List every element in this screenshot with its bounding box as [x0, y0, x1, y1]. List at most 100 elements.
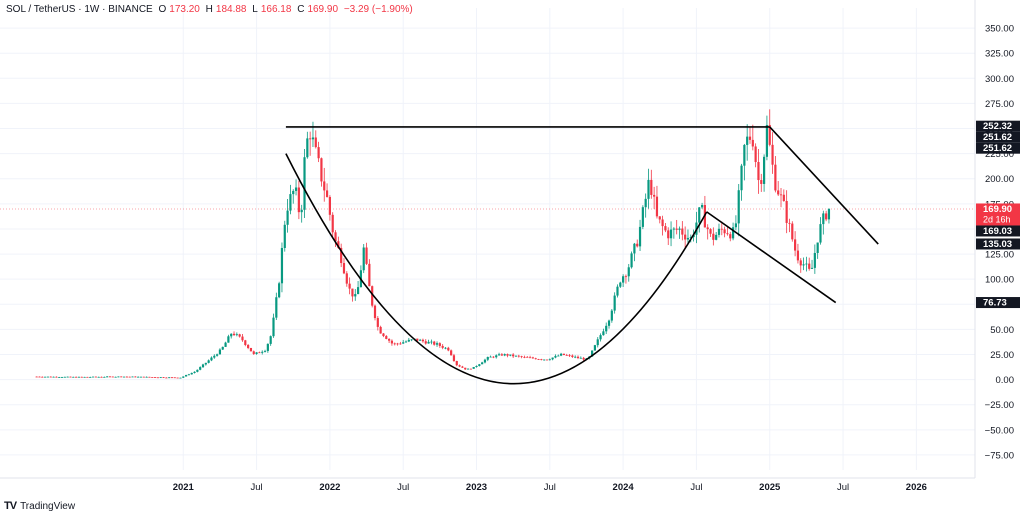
- candle-body: [531, 357, 534, 359]
- price-label-text: 135.03: [983, 239, 1012, 250]
- candle-body: [204, 362, 207, 365]
- candle-body: [497, 354, 501, 356]
- y-tick-label: 125.00: [985, 250, 1014, 261]
- candle-body: [300, 209, 303, 213]
- candle-body: [224, 342, 227, 347]
- candle-body: [75, 376, 78, 378]
- candle-body: [323, 181, 326, 191]
- price-label-text: 251.62: [983, 132, 1012, 143]
- candle-body: [199, 367, 202, 370]
- candle-body: [128, 376, 131, 378]
- price-label-box: [976, 297, 1020, 309]
- candle-body: [481, 362, 484, 365]
- candle-body: [41, 376, 44, 378]
- candle-body: [672, 228, 675, 230]
- candle-body: [368, 263, 371, 287]
- candle-body: [633, 243, 636, 254]
- change-value: −3.29 (−1.90%): [343, 4, 413, 15]
- candle-body: [520, 356, 523, 358]
- candle-body: [658, 216, 661, 220]
- candle-body: [771, 144, 774, 165]
- candle-body: [390, 340, 394, 344]
- candle-body: [252, 351, 255, 354]
- candle-body: [255, 352, 258, 354]
- candle-body: [348, 283, 351, 289]
- candle-body: [438, 343, 441, 346]
- candle-body: [528, 357, 532, 359]
- candle-body: [709, 229, 712, 234]
- candle-body: [686, 237, 690, 240]
- candle-body: [435, 343, 439, 345]
- candle-body: [568, 355, 571, 357]
- candle-body: [627, 267, 630, 277]
- price-label-box: [976, 131, 1020, 143]
- candle-body: [404, 341, 408, 343]
- candle-body: [579, 357, 582, 359]
- candle-body: [599, 335, 602, 340]
- tradingview-branding[interactable]: TV TradingView: [4, 500, 75, 512]
- candle-body: [554, 355, 557, 358]
- price-label-box: [976, 225, 1020, 237]
- candle-body: [207, 360, 210, 363]
- candle-body: [751, 139, 754, 147]
- candle-body: [447, 347, 450, 351]
- candle-body: [500, 354, 503, 356]
- candle-body: [664, 226, 667, 231]
- candle-body: [509, 354, 512, 356]
- price-label-box: [976, 120, 1020, 132]
- price-label-countdown: 2d 16h: [983, 214, 1011, 224]
- x-tick-label: Jul: [837, 482, 849, 493]
- candle-body: [139, 376, 143, 378]
- candle-body: [402, 342, 405, 344]
- time-axis: 2021 Jul 2022 Jul 2023 Jul 2024 Jul 2025 Jul 2026: [173, 482, 927, 493]
- candle-body: [410, 339, 413, 341]
- candle-body: [698, 207, 701, 223]
- candle-body: [244, 340, 247, 345]
- candle-body: [760, 180, 763, 184]
- candle-body: [278, 283, 281, 298]
- candle-body: [540, 359, 543, 361]
- candle-body: [46, 376, 50, 378]
- price-label-text: 252.32: [983, 121, 1012, 132]
- close-label: C: [297, 4, 305, 15]
- candle-body: [309, 138, 312, 140]
- candle-body: [706, 227, 709, 230]
- candle-body: [317, 147, 320, 159]
- candle-body: [241, 336, 244, 341]
- candle-body: [122, 376, 126, 378]
- candle-body: [458, 365, 461, 367]
- candle-body: [328, 196, 331, 215]
- candle-body: [740, 165, 743, 191]
- candle-body: [232, 333, 236, 336]
- y-tick-label: 50.00: [990, 325, 1014, 336]
- candle-body: [137, 376, 140, 378]
- candle-body: [94, 376, 97, 378]
- candle-body: [103, 376, 106, 378]
- candle-body: [748, 136, 752, 140]
- candle-body: [407, 339, 410, 342]
- x-tick-label: 2022: [319, 482, 340, 493]
- candle-body: [523, 356, 526, 358]
- candle-body: [805, 263, 808, 265]
- candle-body: [768, 124, 771, 145]
- candle-body: [478, 364, 481, 366]
- candle-body: [227, 336, 230, 343]
- candle-body: [684, 234, 687, 240]
- price-label-text: 251.62: [983, 143, 1012, 154]
- candle-body: [153, 377, 157, 378]
- candle-body: [173, 377, 176, 379]
- candle-body: [52, 376, 55, 378]
- x-tick-label: 2021: [173, 482, 195, 493]
- candle-body: [263, 350, 267, 352]
- candle-body: [184, 375, 188, 377]
- tradingview-name: TradingView: [20, 500, 76, 512]
- candle-body: [774, 164, 777, 191]
- symbol-title[interactable]: SOL / TetherUS · 1W · BINANCE: [6, 4, 153, 15]
- candle-body: [492, 356, 495, 358]
- candle-body: [356, 287, 360, 295]
- candle-body: [91, 376, 95, 378]
- candle-body: [689, 237, 692, 238]
- candle-body: [681, 228, 684, 235]
